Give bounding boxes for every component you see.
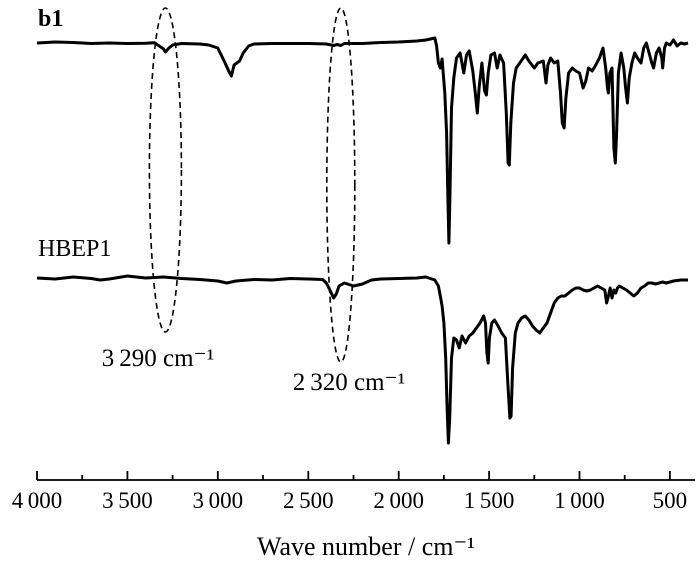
annotation-label-3290: 3 290 cm⁻¹ [102,345,215,372]
x-tick-label-4000: 4 000 [12,488,63,513]
x-tick-label-500: 500 [653,488,688,513]
x-axis-title: Wave number / cm⁻¹ [257,532,475,561]
series-line-hbep1 [36,274,688,445]
annotation-label-2320: 2 320 cm⁻¹ [293,369,406,396]
x-tick-label-2500: 2 500 [283,488,334,513]
series-label-hbep1: HBEP1 [38,236,111,262]
series-label-b1: b1 [38,6,63,32]
x-axis: 4 000 3 500 3 000 2 500 2 000 1 500 1 000 500 [12,471,695,513]
annotation-labels: 3 290 cm⁻¹ 2 320 cm⁻¹ [102,345,406,396]
x-tick-label-3500: 3 500 [102,488,153,513]
annotation-ellipse-2320 [325,7,356,363]
x-tick-label-3000: 3 000 [192,488,243,513]
series-line-b1 [36,36,689,245]
annotation-ellipse-3290 [148,7,183,333]
spectra-group [36,36,689,445]
x-tick-label-1500: 1 500 [464,488,515,513]
annotation-ellipses [148,7,356,363]
x-tick-label-2000: 2 000 [373,488,424,513]
x-tick-label-1000: 1 000 [554,488,605,513]
